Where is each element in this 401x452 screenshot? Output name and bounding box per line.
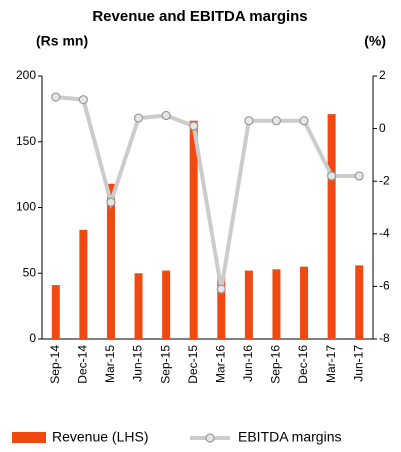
line-marker	[327, 171, 337, 181]
y-tick-label: 100	[16, 200, 36, 214]
bar	[300, 266, 309, 339]
line-marker	[299, 116, 309, 126]
line-marker	[354, 171, 364, 181]
y-tick-label: 150	[16, 134, 36, 148]
line-marker	[78, 95, 88, 105]
bar	[106, 183, 115, 339]
x-tick-label: Jun-17	[351, 345, 365, 382]
line-marker	[216, 284, 226, 294]
bar	[217, 275, 226, 339]
legend-swatch	[12, 432, 46, 443]
bar	[134, 273, 143, 339]
y2-tick-label: -2	[379, 173, 390, 187]
x-tick-label: Dec-15	[186, 345, 200, 384]
y-tick-label: 200	[16, 68, 36, 82]
legend-swatch	[205, 433, 215, 443]
bar	[355, 265, 364, 339]
line-marker	[106, 197, 116, 207]
x-tick-label: Mar-17	[324, 345, 338, 383]
bar	[51, 285, 60, 339]
x-tick-label: Sep-14	[48, 345, 62, 384]
y2-tick-label: 0	[379, 121, 386, 135]
y2-tick-label: -4	[379, 226, 390, 240]
x-tick-label: Dec-16	[296, 345, 310, 384]
bar	[327, 114, 336, 339]
y2-tick-label: 2	[379, 68, 386, 82]
legend-label: Revenue (LHS)	[52, 429, 149, 445]
x-tick-label: Jun-15	[131, 345, 145, 382]
x-tick-label: Sep-16	[269, 345, 283, 384]
line-marker	[51, 92, 61, 102]
bar	[272, 269, 281, 339]
y-tick-label: 0	[29, 331, 36, 345]
chart-title: Revenue and EBITDA margins	[92, 8, 307, 25]
y2-axis-label: (%)	[364, 33, 386, 49]
x-tick-label: Mar-16	[213, 345, 227, 383]
bar	[79, 229, 88, 339]
bar	[189, 120, 198, 340]
y-axis-label: (Rs mn)	[36, 33, 88, 49]
bar	[162, 270, 171, 339]
x-tick-label: Jun-16	[241, 345, 255, 382]
line-marker	[271, 116, 282, 126]
line-marker	[161, 110, 171, 121]
legend-label: EBITDA margins	[238, 429, 341, 445]
x-tick-label: Sep-15	[158, 345, 172, 384]
y-tick-label: 50	[23, 265, 37, 279]
y2-tick-label: -6	[379, 279, 390, 293]
x-tick-label: Dec-14	[76, 345, 90, 384]
y2-tick-label: -8	[379, 331, 390, 345]
line-marker	[189, 121, 199, 131]
bar	[244, 270, 253, 339]
x-tick-label: Mar-15	[103, 345, 117, 383]
line-marker	[133, 113, 144, 123]
line-marker	[244, 116, 254, 126]
line	[55, 95, 360, 290]
